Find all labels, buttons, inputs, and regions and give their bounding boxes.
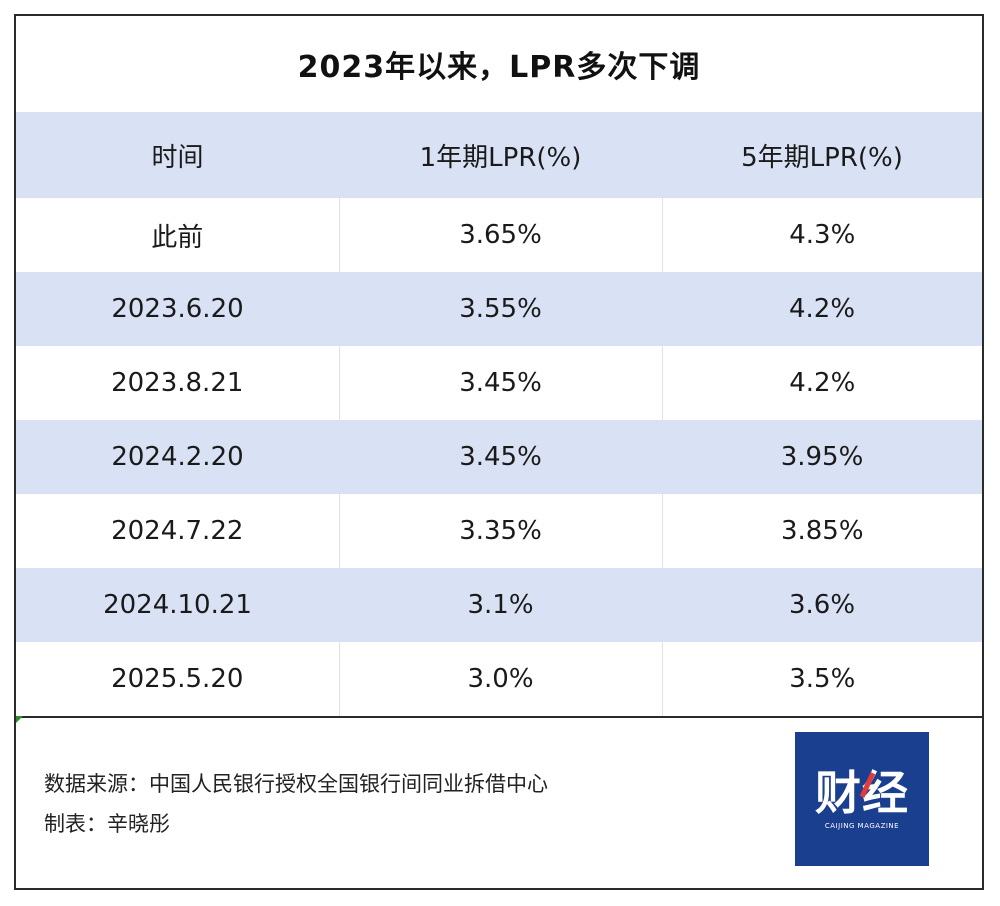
- cell-5y-lpr: 4.3%: [661, 198, 982, 272]
- table-row: 2023.8.21 3.45% 4.2%: [16, 346, 982, 420]
- table-body: 此前 3.65% 4.3% 2023.6.20 3.55% 4.2% 2023.8.21 3.…: [16, 198, 982, 716]
- table-row: 此前 3.65% 4.3%: [16, 198, 982, 272]
- cell-time: 2024.2.20: [111, 442, 244, 472]
- footer-notes: 数据来源：中国人民银行授权全国银行间同业拆借中心 制表：辛晓彤: [44, 764, 548, 844]
- cell-time: 2023.8.21: [111, 368, 244, 398]
- header-cell-5y-lpr: 5年期LPR(%): [741, 142, 903, 173]
- cell-time: 2024.10.21: [103, 590, 252, 620]
- table-frame: 2023年以来，LPR多次下调 时间 1年期LPR(%) 5年期LPR(%) 此…: [14, 14, 984, 890]
- table-header-row: 时间 1年期LPR(%) 5年期LPR(%): [16, 112, 982, 198]
- logo-subtitle: CAIJING MAGAZINE: [824, 822, 900, 830]
- table-row: 2024.10.21 3.1% 3.6%: [16, 568, 982, 642]
- cell-1y-lpr: 3.0%: [338, 642, 662, 716]
- cell-5y-lpr: 4.2%: [661, 346, 982, 420]
- caijing-logo: 财经 CAIJING MAGAZINE: [795, 732, 929, 866]
- source-note: 数据来源：中国人民银行授权全国银行间同业拆借中心: [44, 772, 548, 796]
- logo-mark: 财经: [815, 768, 909, 818]
- chart-title: 2023年以来，LPR多次下调: [297, 50, 701, 85]
- header-cell-1y-lpr: 1年期LPR(%): [419, 142, 582, 173]
- cell-1y-lpr: 3.45%: [338, 346, 662, 420]
- cell-1y-lpr: 3.1%: [467, 590, 534, 620]
- cell-5y-lpr: 3.85%: [661, 494, 982, 568]
- cell-time: 2024.7.22: [111, 516, 244, 546]
- cell-5y-lpr: 3.95%: [780, 442, 864, 472]
- cell-1y-lpr: 3.55%: [459, 294, 542, 324]
- cell-5y-lpr: 4.2%: [788, 294, 856, 324]
- cell-1y-lpr: 3.65%: [338, 198, 662, 272]
- cell-5y-lpr: 3.6%: [788, 590, 856, 620]
- table-row: 2025.5.20 3.0% 3.5%: [16, 642, 982, 716]
- lpr-table: 时间 1年期LPR(%) 5年期LPR(%) 此前 3.65% 4.3% 2023.6…: [16, 112, 982, 716]
- corner-tick-icon: [16, 716, 23, 723]
- table-row: 2024.2.20 3.45% 3.95%: [16, 420, 982, 494]
- maker-note: 制表：辛晓彤: [44, 812, 170, 836]
- header-cell-time: 时间: [151, 142, 204, 173]
- cell-1y-lpr: 3.35%: [338, 494, 662, 568]
- table-row: 2024.7.22 3.35% 3.85%: [16, 494, 982, 568]
- cell-time: 此前: [151, 222, 204, 253]
- footer-divider: [16, 716, 982, 718]
- cell-1y-lpr: 3.45%: [459, 442, 542, 472]
- cell-5y-lpr: 3.5%: [661, 642, 982, 716]
- table-row: 2023.6.20 3.55% 4.2%: [16, 272, 982, 346]
- cell-time: 2023.6.20: [111, 294, 244, 324]
- cell-time: 2025.5.20: [111, 664, 244, 694]
